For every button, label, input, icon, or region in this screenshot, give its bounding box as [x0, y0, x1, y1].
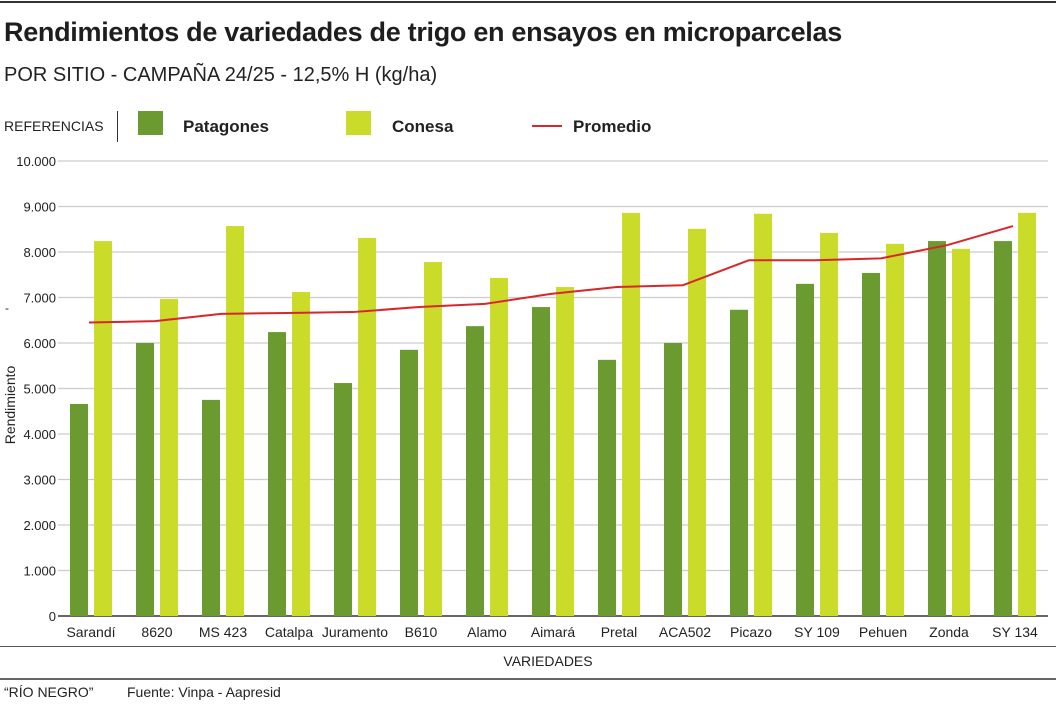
x-tick-label: Alamo: [467, 624, 507, 640]
x-tick-label: ACA502: [659, 624, 711, 640]
bar-patagones: [928, 241, 946, 616]
bar-patagones: [268, 332, 286, 616]
bar-patagones: [730, 309, 748, 616]
x-tick-label: Sarandí: [66, 624, 115, 640]
bar-patagones: [598, 359, 616, 616]
y-tick-label: 8.000: [23, 245, 56, 260]
legend-divider: [117, 111, 118, 142]
y-tick-label: 5.000: [23, 382, 56, 397]
y-tick-label: 10.000: [16, 154, 56, 169]
bar-conesa: [226, 226, 244, 616]
y-tick-label: 6.000: [23, 336, 56, 351]
y-axis-label: Rendimiento: [2, 365, 18, 444]
bar-conesa: [1018, 212, 1036, 616]
bar-conesa: [490, 277, 508, 616]
y-axis-marker: -: [5, 301, 9, 315]
x-tick-label: Aimará: [531, 624, 576, 640]
bar-patagones: [994, 241, 1012, 616]
x-axis-ticks: Sarandí 8620 MS 423 Catalpa Juramento B610 Ala…: [66, 624, 1038, 640]
y-tick-label: 2.000: [23, 518, 56, 533]
bar-patagones: [532, 307, 550, 616]
y-tick-label: 7.000: [23, 291, 56, 306]
legend-label-promedio: Promedio: [573, 117, 652, 136]
bars: [70, 212, 1036, 617]
bar-conesa: [160, 298, 178, 616]
chart-subtitle: POR SITIO - CAMPAÑA 24/25 - 12,5% H (kg/…: [4, 64, 438, 86]
bar-conesa: [754, 213, 772, 616]
footer-separator: [0, 678, 1056, 680]
bar-patagones: [334, 383, 352, 616]
footer-credit: “RÍO NEGRO”: [4, 684, 94, 700]
bar-patagones: [202, 399, 220, 616]
bar-patagones: [664, 343, 682, 616]
bar-patagones: [796, 283, 814, 616]
bar-conesa: [688, 228, 706, 617]
y-tick-label: 9.000: [23, 200, 56, 215]
x-tick-label: Pretal: [601, 624, 638, 640]
x-tick-label: Catalpa: [265, 624, 313, 640]
chart-title: Rendimientos de variedades de trigo en e…: [4, 17, 842, 47]
bar-conesa: [820, 232, 838, 616]
bar-conesa: [622, 212, 640, 616]
x-tick-label: Pehuen: [859, 624, 907, 640]
bar-conesa: [94, 241, 112, 616]
bar-conesa: [886, 243, 904, 616]
y-tick-label: 3.000: [23, 473, 56, 488]
x-tick-label: 8620: [141, 624, 172, 640]
x-tick-label: Zonda: [929, 624, 969, 640]
bar-patagones: [466, 326, 484, 616]
x-tick-label: Picazo: [730, 624, 772, 640]
bar-patagones: [862, 272, 880, 616]
legend: REFERENCIAS Patagones Conesa Promedio: [0, 108, 800, 144]
y-axis-ticks: 0 1.000 2.000 3.000 4.000 5.000 6.000 7.000 8.00…: [16, 154, 56, 624]
x-tick-label: SY 109: [794, 624, 840, 640]
legend-heading: REFERENCIAS: [4, 118, 104, 134]
x-tick-label: MS 423: [199, 624, 247, 640]
legend-label-conesa: Conesa: [392, 117, 454, 136]
x-tick-label: Juramento: [322, 624, 388, 640]
footer-source: Fuente: Vinpa - Aapresid: [127, 684, 281, 700]
bar-conesa: [358, 237, 376, 616]
top-rule: [0, 1, 1056, 3]
x-axis-label: VARIEDADES: [503, 653, 593, 669]
bar-conesa: [292, 292, 310, 616]
axis-separator: [0, 646, 1056, 647]
bar-patagones: [136, 343, 154, 616]
average-line: [88, 225, 1014, 324]
y-tick-label: 4.000: [23, 427, 56, 442]
legend-label-patagones: Patagones: [183, 117, 269, 136]
x-tick-label: SY 134: [992, 624, 1038, 640]
y-tick-label: 1.000: [23, 564, 56, 579]
bar-conesa: [556, 287, 574, 616]
bar-conesa: [424, 262, 442, 616]
x-tick-label: B610: [405, 624, 438, 640]
gridlines: [58, 160, 1048, 617]
y-tick-label: 0: [49, 609, 56, 624]
legend-swatch-promedio: [532, 125, 562, 127]
bar-patagones: [70, 403, 88, 616]
bar-conesa: [952, 248, 970, 616]
bar-patagones: [400, 349, 418, 616]
legend-swatch-patagones: [138, 111, 163, 135]
legend-swatch-conesa: [346, 111, 371, 135]
